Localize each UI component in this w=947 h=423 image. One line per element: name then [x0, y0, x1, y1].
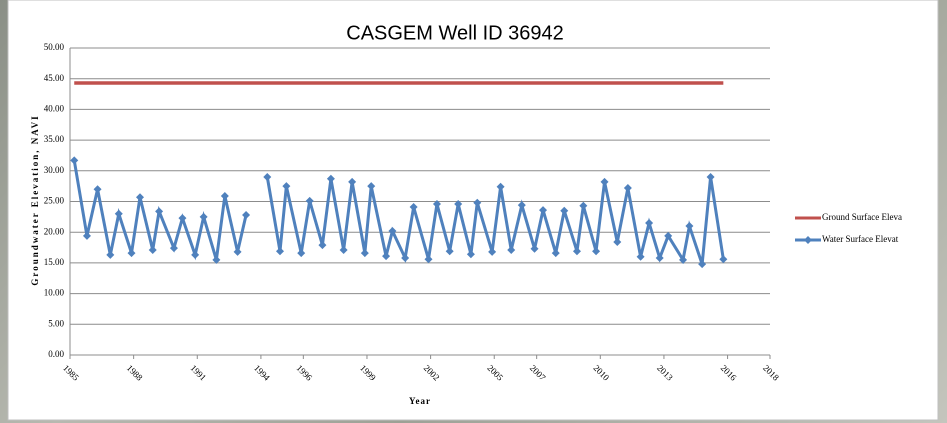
y-tick-label: 40.00 [44, 103, 65, 113]
chart-area [8, 0, 938, 420]
legend-label: Water Surface Elevat [822, 234, 899, 244]
y-tick-label: 50.00 [44, 42, 65, 52]
y-tick-label: 10.00 [44, 288, 65, 298]
y-tick-label: 5.00 [48, 318, 64, 328]
y-tick-label: 35.00 [44, 134, 65, 144]
y-tick-label: 15.00 [44, 257, 65, 267]
y-tick-label: 30.00 [44, 165, 65, 175]
y-tick-label: 20.00 [44, 226, 65, 236]
chart: CASGEM Well ID 36942 Groundwater Elevati… [0, 0, 947, 423]
x-axis-title: Year [409, 396, 431, 406]
chart-title: CASGEM Well ID 36942 [346, 22, 564, 44]
legend-label: Ground Surface Eleva [822, 212, 902, 222]
y-tick-label: 45.00 [44, 73, 65, 83]
y-tick-label: 25.00 [44, 196, 65, 206]
y-tick-label: 0.00 [48, 349, 64, 359]
y-axis-title: Groundwater Elevation, NAVI [30, 114, 40, 285]
